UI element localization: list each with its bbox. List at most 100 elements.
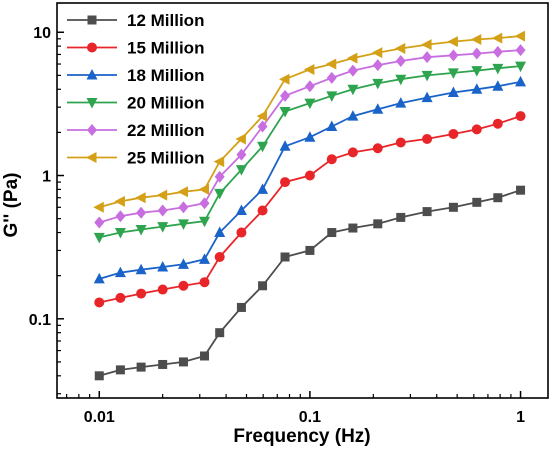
data-point-25-million [421,39,432,51]
data-point-20-million [214,188,226,200]
data-point-15-million [157,284,168,295]
series-layer [93,30,527,381]
data-point-20-million [93,232,105,244]
series-line-20-million [99,65,521,239]
data-point-15-million [515,111,526,122]
data-point-15-million [326,154,337,165]
data-point-15-million [347,147,358,158]
data-point-25-million [491,32,503,44]
data-point-25-million [256,110,268,122]
data-point-15-million [178,280,189,291]
data-point-18-million [157,260,169,272]
data-point-15-million [214,251,225,262]
data-point-20-million [304,98,316,110]
legend-marker [87,124,97,136]
legend-item-22-million: 22 Million [67,121,204,140]
data-point-12-million [305,245,315,255]
data-point-22-million [304,80,315,93]
data-point-20-million [114,228,126,239]
legend-item-12-million: 12 Million [67,11,204,30]
data-point-15-million [372,143,383,154]
data-point-12-million [215,328,225,338]
data-point-15-million [492,118,503,129]
data-point-20-million [421,70,433,82]
data-point-12-million [258,281,268,291]
data-point-20-million [157,222,169,233]
data-point-18-million [114,266,126,278]
data-point-25-million [177,186,188,198]
data-point-18-million [492,80,504,91]
series-20-million [93,61,527,244]
legend-marker [87,15,97,25]
data-point-15-million [199,277,210,288]
data-point-22-million [422,51,433,64]
data-point-25-million [514,30,526,42]
legend-item-18-million: 18 Million [67,66,204,85]
data-point-18-million [447,86,459,97]
legend-item-25-million: 25 Million [67,149,204,168]
data-point-18-million [395,97,407,108]
y-tick-label: 0.1 [29,312,51,329]
data-point-25-million [198,183,210,195]
data-point-22-million [347,64,358,77]
data-point-12-million [178,357,188,367]
data-point-18-million [304,131,316,142]
legend-label: 15 Million [127,39,204,58]
legend-marker [87,42,97,53]
data-point-12-million [327,228,337,238]
data-point-12-million [422,207,432,217]
data-point-15-million [422,133,433,144]
data-point-20-million [135,224,147,236]
legend: 12 Million 15 Million 18 Million 20 Million… [67,11,204,168]
data-point-22-million [515,44,526,57]
legend-label: 25 Million [127,149,204,168]
legend-marker [86,69,98,80]
data-point-22-million [257,120,268,133]
y-axis-title: G'' (Pa) [1,173,22,238]
data-point-22-million [280,89,291,102]
data-point-18-million [372,103,384,114]
data-point-20-million [492,63,504,75]
data-point-15-million [280,177,291,188]
data-point-25-million [135,192,146,204]
data-point-15-million [448,128,459,139]
data-point-22-million [395,54,406,67]
data-point-12-million [348,223,358,233]
data-point-18-million [471,83,483,94]
legend-marker [86,98,98,109]
data-point-20-million [395,74,407,86]
data-point-25-million [279,73,290,85]
data-point-25-million [371,47,383,59]
data-point-25-million [394,43,406,55]
data-point-20-million [199,216,211,228]
data-point-18-million [279,140,291,151]
data-point-15-million [136,288,147,299]
data-point-22-million [199,197,210,210]
data-point-12-million [236,302,246,312]
data-point-12-million [136,362,146,372]
data-point-22-million [115,210,126,223]
data-point-12-million [373,219,383,229]
data-point-15-million [257,205,268,216]
data-point-12-million [493,193,503,203]
y-tick-label: 10 [33,25,51,42]
data-point-12-million [115,365,125,375]
x-tick-label: 0.1 [299,409,321,426]
data-point-18-million [235,204,247,215]
data-point-25-million [156,189,168,201]
data-point-12-million [200,351,210,361]
legend-label: 12 Million [127,11,204,30]
data-point-20-million [372,78,384,90]
series-15-million [94,111,526,308]
data-point-15-million [94,297,105,308]
data-point-22-million [157,204,168,217]
data-point-18-million [177,258,189,269]
data-point-18-million [135,263,147,275]
data-point-22-million [448,49,459,62]
data-point-20-million [279,106,291,118]
data-point-25-million [114,195,125,207]
data-point-15-million [304,170,315,181]
data-point-20-million [177,219,189,230]
data-point-20-million [515,61,527,73]
